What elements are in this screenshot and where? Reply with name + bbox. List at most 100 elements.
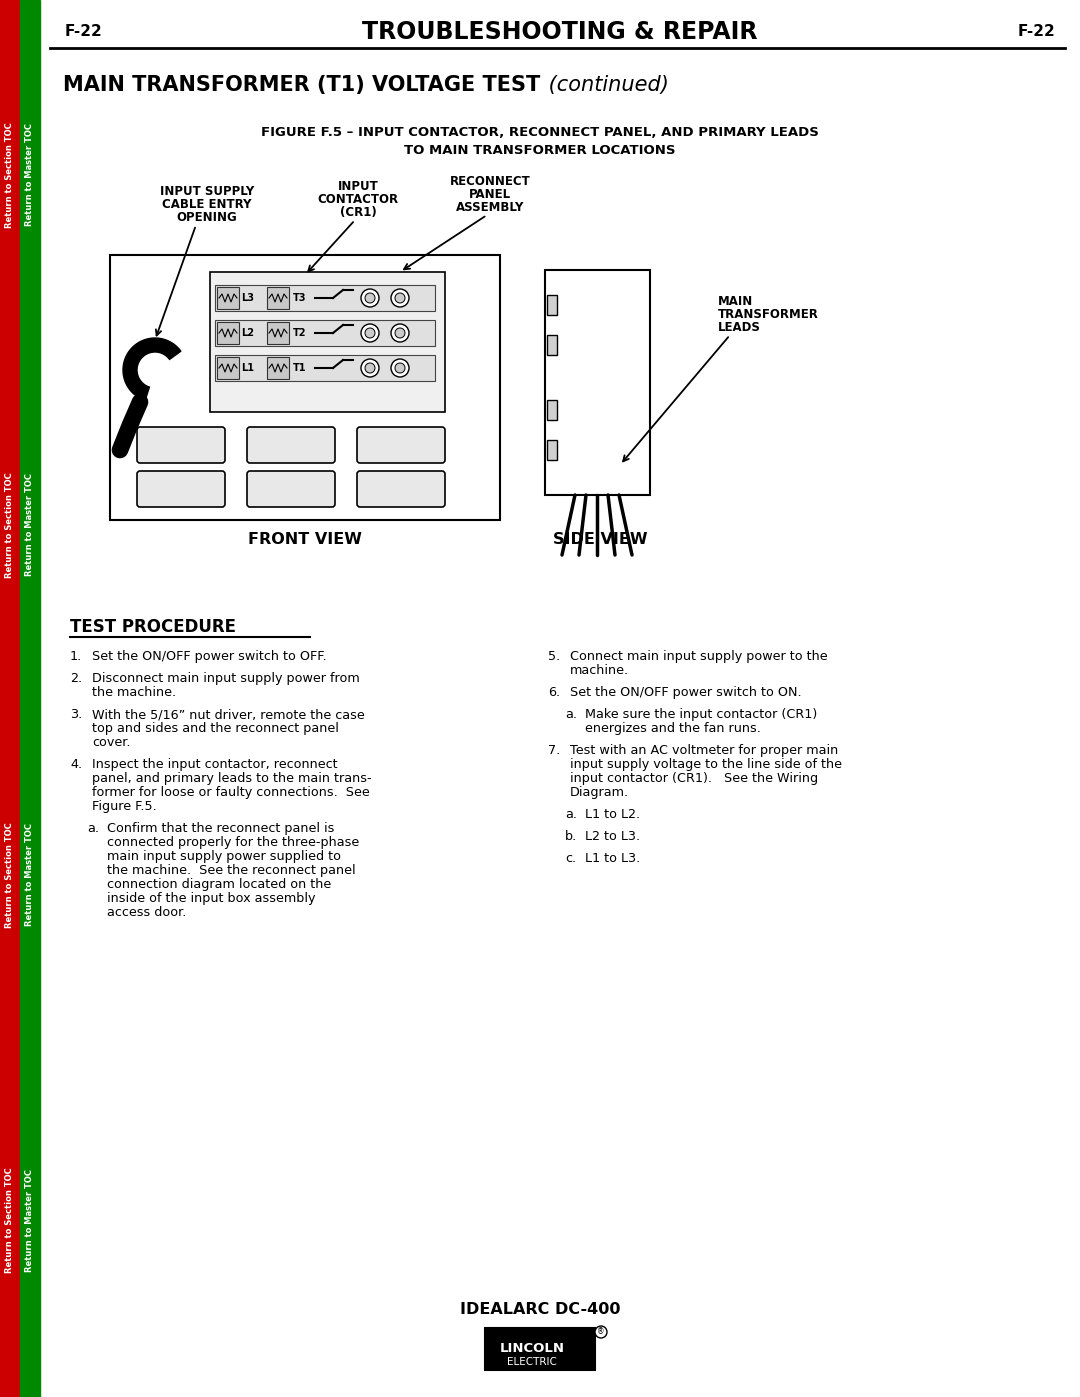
Bar: [110, 256, 500, 520]
Text: connected properly for the three-phase: connected properly for the three-phase: [107, 835, 360, 849]
Circle shape: [395, 293, 405, 303]
Bar: [545, 270, 650, 495]
Text: ASSEMBLY: ASSEMBLY: [456, 201, 524, 214]
Text: connection diagram located on the: connection diagram located on the: [107, 877, 332, 891]
Circle shape: [361, 289, 379, 307]
Text: c.: c.: [565, 852, 576, 865]
Text: L2: L2: [241, 328, 254, 338]
Text: Return to Master TOC: Return to Master TOC: [26, 123, 35, 226]
Bar: [217, 321, 239, 344]
Bar: [267, 321, 289, 344]
Bar: [21, 0, 40, 1397]
Circle shape: [391, 359, 409, 377]
Text: main input supply power supplied to: main input supply power supplied to: [107, 849, 341, 863]
Text: 6.: 6.: [548, 686, 561, 698]
Polygon shape: [123, 338, 180, 401]
Text: CONTACTOR: CONTACTOR: [318, 193, 399, 205]
FancyBboxPatch shape: [357, 427, 445, 462]
Text: a.: a.: [565, 708, 577, 721]
Text: L1 to L2.: L1 to L2.: [585, 807, 640, 821]
Text: FRONT VIEW: FRONT VIEW: [248, 532, 362, 548]
Text: Disconnect main input supply power from: Disconnect main input supply power from: [92, 672, 360, 685]
Text: Return to Master TOC: Return to Master TOC: [26, 1168, 35, 1271]
Text: CABLE ENTRY: CABLE ENTRY: [162, 198, 252, 211]
Bar: [267, 286, 289, 309]
Text: panel, and primary leads to the main trans-: panel, and primary leads to the main tra…: [92, 773, 372, 785]
Bar: [217, 358, 239, 379]
Bar: [546, 295, 557, 314]
Circle shape: [395, 363, 405, 373]
Text: MAIN TRANSFORMER (T1) VOLTAGE TEST: MAIN TRANSFORMER (T1) VOLTAGE TEST: [63, 75, 540, 95]
FancyBboxPatch shape: [247, 427, 335, 462]
Text: F-22: F-22: [65, 25, 103, 39]
Text: the machine.  See the reconnect panel: the machine. See the reconnect panel: [107, 863, 355, 877]
Text: L3: L3: [241, 293, 254, 303]
Text: INPUT: INPUT: [338, 180, 378, 193]
Circle shape: [365, 328, 375, 338]
Text: Return to Master TOC: Return to Master TOC: [26, 474, 35, 577]
Text: Set the ON/OFF power switch to ON.: Set the ON/OFF power switch to ON.: [570, 686, 801, 698]
FancyBboxPatch shape: [137, 471, 225, 507]
Text: ®: ®: [597, 1327, 605, 1337]
Text: Return to Section TOC: Return to Section TOC: [5, 472, 14, 578]
Circle shape: [365, 363, 375, 373]
Text: Return to Section TOC: Return to Section TOC: [5, 122, 14, 228]
Text: IDEALARC DC-400: IDEALARC DC-400: [460, 1302, 620, 1317]
Text: INPUT SUPPLY: INPUT SUPPLY: [160, 184, 254, 198]
Text: Figure F.5.: Figure F.5.: [92, 800, 157, 813]
Text: former for loose or faulty connections.  See: former for loose or faulty connections. …: [92, 787, 369, 799]
Bar: [217, 286, 239, 309]
Bar: [485, 1329, 595, 1370]
Circle shape: [365, 293, 375, 303]
Text: T2: T2: [293, 328, 307, 338]
FancyBboxPatch shape: [357, 471, 445, 507]
Text: Connect main input supply power to the: Connect main input supply power to the: [570, 650, 827, 664]
Text: 5.: 5.: [548, 650, 561, 664]
Text: With the 5/16” nut driver, remote the case: With the 5/16” nut driver, remote the ca…: [92, 708, 365, 721]
Text: (continued): (continued): [542, 75, 669, 95]
Text: Return to Master TOC: Return to Master TOC: [26, 823, 35, 926]
Text: a.: a.: [565, 807, 577, 821]
Text: TO MAIN TRANSFORMER LOCATIONS: TO MAIN TRANSFORMER LOCATIONS: [404, 144, 676, 156]
Text: Make sure the input contactor (CR1): Make sure the input contactor (CR1): [585, 708, 818, 721]
Circle shape: [391, 289, 409, 307]
Text: TRANSFORMER: TRANSFORMER: [718, 307, 819, 321]
Text: T3: T3: [293, 293, 307, 303]
Text: machine.: machine.: [570, 664, 630, 678]
Text: 4.: 4.: [70, 759, 82, 771]
FancyBboxPatch shape: [247, 471, 335, 507]
Text: L2 to L3.: L2 to L3.: [585, 830, 640, 842]
Text: LINCOLN: LINCOLN: [499, 1343, 565, 1355]
Bar: [215, 355, 435, 381]
Text: L1: L1: [241, 363, 254, 373]
Text: Inspect the input contactor, reconnect: Inspect the input contactor, reconnect: [92, 759, 338, 771]
Bar: [267, 358, 289, 379]
Text: T1: T1: [293, 363, 307, 373]
Text: cover.: cover.: [92, 736, 131, 749]
Text: input contactor (CR1).   See the Wiring: input contactor (CR1). See the Wiring: [570, 773, 819, 785]
Text: top and sides and the reconnect panel: top and sides and the reconnect panel: [92, 722, 339, 735]
Text: Diagram.: Diagram.: [570, 787, 630, 799]
Text: 1.: 1.: [70, 650, 82, 664]
Text: Set the ON/OFF power switch to OFF.: Set the ON/OFF power switch to OFF.: [92, 650, 326, 664]
Text: L1 to L3.: L1 to L3.: [585, 852, 640, 865]
Text: SIDE VIEW: SIDE VIEW: [553, 532, 647, 548]
Text: Return to Section TOC: Return to Section TOC: [5, 1166, 14, 1273]
Bar: [546, 400, 557, 420]
Text: input supply voltage to the line side of the: input supply voltage to the line side of…: [570, 759, 842, 771]
Text: Return to Section TOC: Return to Section TOC: [5, 821, 14, 928]
Text: F-22: F-22: [1017, 25, 1055, 39]
Text: ELECTRIC: ELECTRIC: [508, 1356, 557, 1368]
Text: FIGURE F.5 – INPUT CONTACTOR, RECONNECT PANEL, AND PRIMARY LEADS: FIGURE F.5 – INPUT CONTACTOR, RECONNECT …: [261, 127, 819, 140]
Text: Test with an AC voltmeter for proper main: Test with an AC voltmeter for proper mai…: [570, 745, 838, 757]
Bar: [0, 0, 21, 1397]
Text: PANEL: PANEL: [469, 189, 511, 201]
Text: b.: b.: [565, 830, 577, 842]
Circle shape: [361, 324, 379, 342]
Text: Confirm that the reconnect panel is: Confirm that the reconnect panel is: [107, 821, 335, 835]
Circle shape: [395, 328, 405, 338]
Text: access door.: access door.: [107, 907, 187, 919]
Text: TROUBLESHOOTING & REPAIR: TROUBLESHOOTING & REPAIR: [362, 20, 758, 43]
Text: LEADS: LEADS: [718, 321, 761, 334]
Text: 3.: 3.: [70, 708, 82, 721]
